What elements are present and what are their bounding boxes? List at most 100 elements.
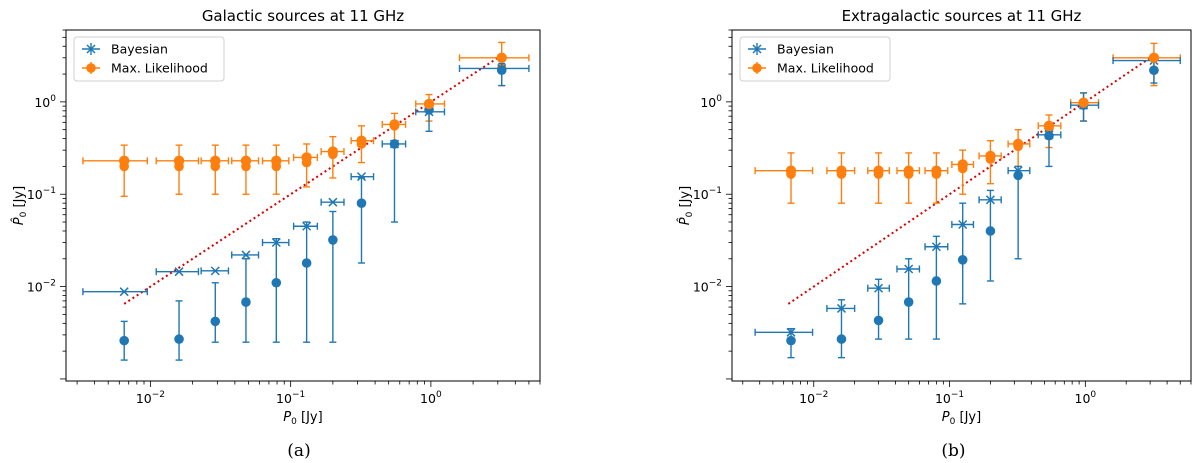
ml-point	[1148, 52, 1160, 64]
y-tick-label: 10−2	[27, 279, 56, 295]
bayes-x-marker	[356, 172, 367, 182]
bayes-x-marker	[302, 221, 312, 231]
bayes-x-marker	[931, 242, 941, 252]
ml-point	[1012, 138, 1024, 150]
y-axis-label: P̂0 [Jy]	[678, 186, 695, 225]
bayes-filled-point	[873, 315, 884, 326]
reference-line	[787, 54, 1155, 305]
bayes-filled-point	[241, 297, 251, 307]
bayes-x-marker	[1013, 166, 1023, 176]
bayes-x-marker	[958, 219, 968, 230]
y-tick-label: 10−1	[693, 186, 722, 202]
ml-point	[271, 155, 282, 167]
bayes-x-marker	[985, 195, 995, 205]
bayes-x-marker	[904, 264, 914, 274]
ml-point	[301, 152, 312, 163]
y-tick-label: 100	[34, 94, 56, 110]
reference-line	[123, 54, 503, 305]
y-axis-label: P̂0 [Jy]	[12, 186, 29, 225]
legend-bayes-marker	[86, 44, 96, 54]
ml-point	[836, 165, 847, 176]
chart-title: Galactic sources at 11 GHz	[202, 7, 404, 25]
bayes-x-marker	[210, 266, 220, 276]
chart-title: Extragalactic sources at 11 GHz	[842, 7, 1082, 25]
ml-point	[118, 155, 130, 167]
ml-point	[496, 52, 507, 64]
bayes-x-marker	[874, 283, 884, 293]
x-axis-label: P0 [Jy]	[942, 410, 981, 427]
ml-point	[1043, 120, 1055, 132]
bayes-x-marker	[389, 139, 400, 149]
x-tick-label: 100	[1075, 390, 1097, 406]
ml-point	[785, 165, 797, 176]
y-axis-label-text: P̂0 [Jy]	[678, 186, 695, 225]
bayes-filled-point	[1149, 65, 1159, 76]
x-tick-label: 10−2	[136, 390, 165, 406]
bayes-x-marker	[497, 63, 507, 73]
bayes-filled-point	[301, 258, 312, 268]
ml-point	[173, 155, 185, 167]
ml-point	[931, 165, 942, 176]
bayes-filled-point	[1013, 170, 1023, 181]
ml-point	[356, 135, 367, 146]
legend-bayes-marker	[752, 44, 762, 54]
bayes-filled-point	[210, 316, 221, 327]
bayes-filled-point	[174, 334, 184, 344]
bayes-x-marker	[174, 267, 184, 277]
legend-label-max-likelihood: Max. Likelihood	[777, 61, 874, 76]
chart-panel-b: Extragalactic sources at 11 GHz 10−2 10−1 1…	[678, 7, 1192, 461]
bayes-filled-point	[786, 335, 796, 346]
ml-point	[985, 150, 996, 162]
bayes-x-marker	[786, 327, 796, 337]
legend-ml-marker	[752, 63, 762, 73]
x-tick-label: 100	[420, 390, 442, 406]
legend-label-bayesian: Bayesian	[777, 42, 834, 57]
legend: Bayesian Max. Likelihood	[73, 36, 225, 82]
bayes-filled-point	[957, 254, 968, 265]
x-tick-label: 10−1	[935, 390, 964, 406]
bayes-x-marker	[424, 107, 434, 117]
ml-point	[957, 159, 968, 170]
x-tick-label: 10−1	[276, 390, 305, 406]
bayes-x-marker	[241, 250, 251, 260]
bayes-x-marker	[271, 237, 281, 248]
legend: Bayesian Max. Likelihood	[739, 36, 891, 82]
chart-panel-a: Galactic sources at 11 GHz 10−2 10−1 100 10−…	[12, 7, 541, 461]
panel-caption: (a)	[287, 441, 310, 461]
bayes-x-marker	[836, 303, 847, 313]
ml-point	[240, 155, 252, 167]
plot-frame	[731, 29, 1192, 382]
y-tick-label: 100	[700, 94, 722, 110]
bayes-filled-point	[836, 334, 847, 344]
bayes-filled-point	[119, 335, 129, 346]
legend-ml-marker	[86, 63, 96, 73]
bayes-filled-point	[903, 297, 914, 307]
bayes-x-marker	[119, 287, 129, 297]
ml-point	[873, 165, 884, 176]
ml-point	[327, 146, 339, 157]
ml-point	[210, 155, 221, 167]
legend-box	[73, 36, 225, 82]
bayes-x-marker	[328, 197, 338, 207]
bayes-filled-point	[985, 226, 996, 236]
plot-frame	[65, 29, 541, 382]
legend-label-max-likelihood: Max. Likelihood	[111, 61, 208, 76]
bayes-filled-point	[496, 65, 507, 76]
bayes-filled-point	[271, 277, 282, 288]
bayes-filled-point	[931, 276, 942, 286]
bayes-x-marker	[1044, 130, 1054, 140]
legend-label-bayesian: Bayesian	[111, 42, 168, 57]
panel-caption: (b)	[941, 441, 965, 461]
y-tick-label: 10−1	[27, 186, 56, 202]
y-axis-label-text: P̂0 [Jy]	[12, 186, 29, 225]
ml-point	[903, 165, 914, 176]
bayes-filled-point	[328, 235, 338, 245]
ml-point	[389, 119, 400, 130]
x-axis-label: P0 [Jy]	[283, 410, 322, 427]
ml-point	[1078, 97, 1089, 108]
ml-point	[423, 98, 435, 110]
bayes-filled-point	[356, 198, 367, 208]
y-tick-label: 10−2	[693, 279, 722, 295]
x-tick-label: 10−2	[799, 390, 828, 406]
